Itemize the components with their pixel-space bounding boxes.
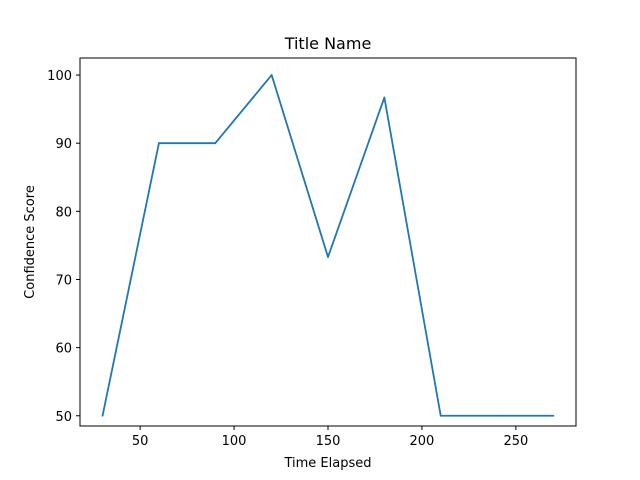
data-point: [383, 97, 385, 99]
data-point: [158, 142, 160, 144]
data-point: [440, 415, 442, 417]
x-tick-label: 250: [503, 434, 528, 449]
y-tick-label: 70: [55, 273, 72, 288]
y-tick-label: 90: [55, 137, 72, 152]
data-point: [214, 142, 216, 144]
y-tick-label: 60: [55, 342, 72, 357]
x-tick-label: 200: [410, 434, 435, 449]
chart-title: Title Name: [284, 34, 372, 53]
data-point: [271, 74, 273, 76]
y-axis-label: Confidence Score: [23, 185, 38, 299]
y-tick-label: 80: [55, 205, 72, 220]
data-point: [553, 415, 555, 417]
x-axis-label: Time Elapsed: [283, 456, 371, 471]
y-tick-label: 50: [55, 410, 72, 425]
data-point: [496, 415, 498, 417]
x-tick-label: 150: [316, 434, 341, 449]
x-tick-label: 100: [222, 434, 247, 449]
x-tick-label: 50: [132, 434, 149, 449]
data-point: [102, 415, 104, 417]
data-point: [327, 256, 329, 258]
y-tick-label: 100: [47, 69, 72, 84]
